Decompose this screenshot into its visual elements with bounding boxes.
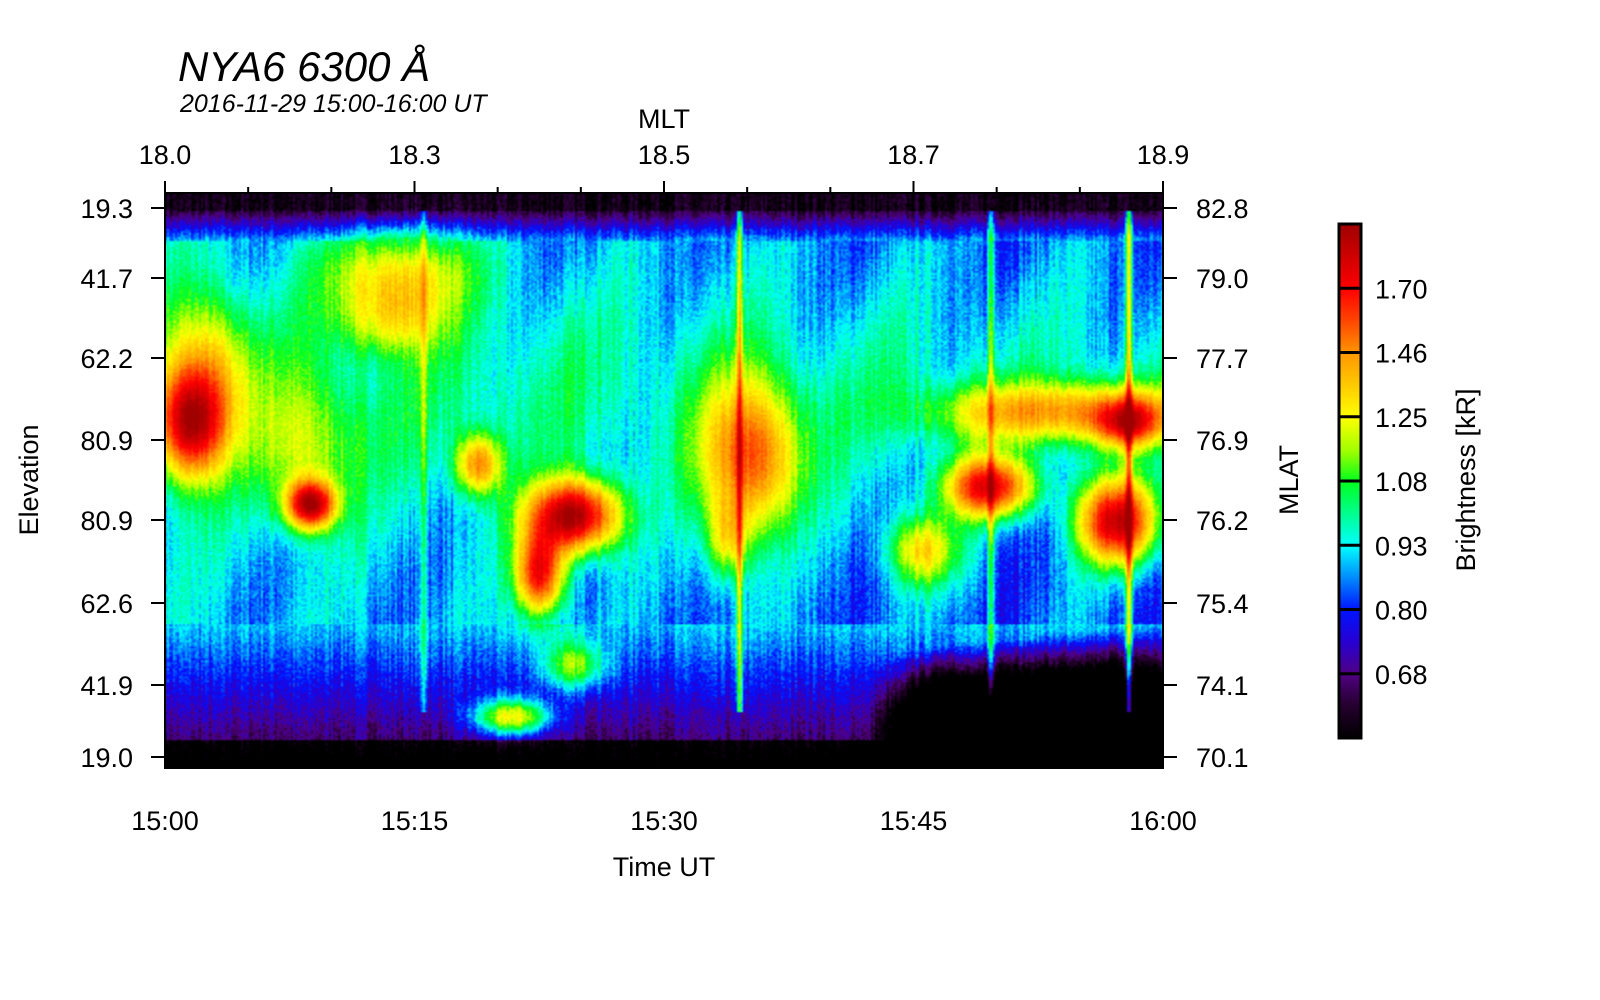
colorbar-label: Brightness [kR] (1451, 388, 1481, 571)
x-tick-label: 16:00 (1129, 806, 1197, 836)
y-tick-label: 19.0 (80, 743, 133, 773)
colorbar-tick-label: 1.25 (1375, 403, 1428, 433)
right-y-tick-label: 75.4 (1196, 589, 1249, 619)
x-tick-label: 15:45 (880, 806, 948, 836)
y-tick-label: 62.2 (80, 344, 133, 374)
top-x-tick-label: 18.5 (638, 140, 691, 170)
right-y-tick-label: 82.8 (1196, 194, 1249, 224)
colorbar-tick-label: 0.93 (1375, 531, 1428, 561)
right-y-tick-label: 76.9 (1196, 426, 1249, 456)
top-x-tick-label: 18.7 (887, 140, 940, 170)
x-tick-label: 15:00 (131, 806, 199, 836)
y-tick-label: 80.9 (80, 506, 133, 536)
chart-title: NYA6 6300 Å (178, 43, 431, 90)
top-x-tick-label: 18.9 (1137, 140, 1190, 170)
chart-subtitle: 2016-11-29 15:00-16:00 UT (180, 90, 487, 118)
colorbar-tick-label: 1.08 (1375, 467, 1428, 497)
top-axis-label: MLT (638, 104, 690, 134)
top-x-tick-label: 18.0 (139, 140, 192, 170)
y-tick-label: 62.6 (80, 589, 133, 619)
y-tick-label: 19.3 (80, 194, 133, 224)
right-y-tick-label: 74.1 (1196, 671, 1249, 701)
right-y-tick-label: 77.7 (1196, 344, 1249, 374)
right-y-tick-label: 79.0 (1196, 264, 1249, 294)
x-tick-label: 15:30 (630, 806, 698, 836)
y-axis-label: Elevation (14, 424, 44, 535)
y-tick-label: 80.9 (80, 426, 133, 456)
x-tick-label: 15:15 (381, 806, 449, 836)
colorbar-tick-label: 1.46 (1375, 339, 1428, 369)
colorbar-tick-label: 1.70 (1375, 274, 1428, 304)
colorbar-tick-label: 0.80 (1375, 596, 1428, 626)
right-axis-label: MLAT (1274, 445, 1304, 515)
colorbar-tick-label: 0.68 (1375, 660, 1428, 690)
y-tick-label: 41.9 (80, 671, 133, 701)
plot-frame (164, 192, 1164, 769)
top-x-tick-label: 18.3 (388, 140, 441, 170)
right-y-tick-label: 70.1 (1196, 743, 1249, 773)
keogram-heatmap (165, 193, 1163, 768)
x-axis-label: Time UT (613, 852, 716, 882)
y-tick-label: 41.7 (80, 264, 133, 294)
right-y-tick-label: 76.2 (1196, 506, 1249, 536)
